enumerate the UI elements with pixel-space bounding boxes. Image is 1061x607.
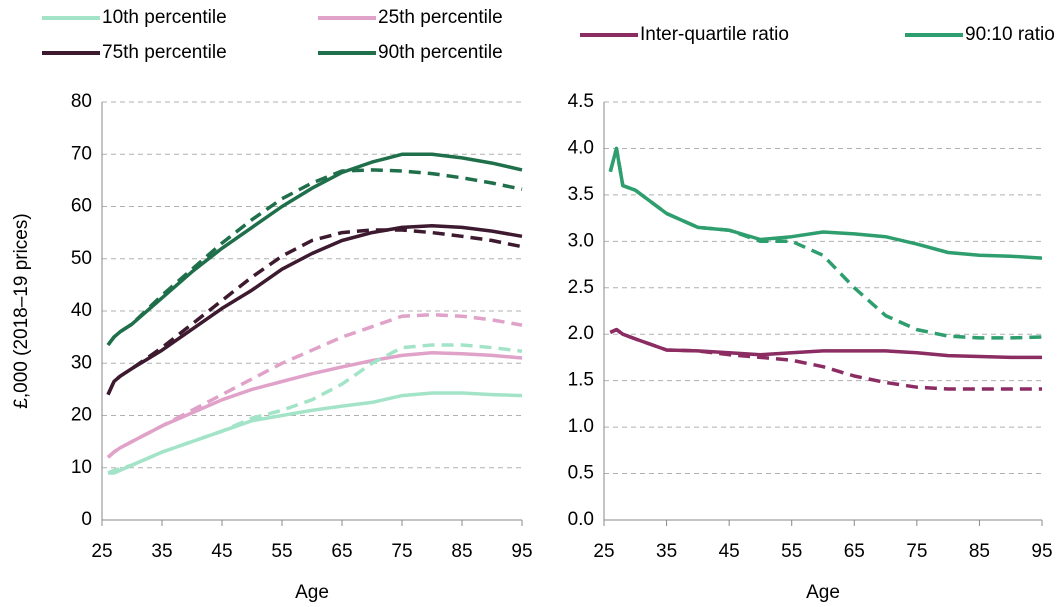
dashed-line [608,146,1043,340]
legend-label: 25th percentile [378,7,503,28]
y-tick-label: 70 [71,143,92,164]
y-tick-label: 10 [71,457,92,478]
y-tick-label: 1.0 [568,416,594,437]
x-tick-label: 55 [271,541,292,562]
x-tick-label: 45 [719,541,740,562]
legend-label: 90th percentile [378,42,503,63]
x-tick-label: 55 [781,541,802,562]
y-tick-label: 50 [71,248,92,269]
x-tick-label: 85 [451,541,472,562]
x-tick-label: 25 [593,541,614,562]
x-tick-label: 65 [844,541,865,562]
x-tick-label: 95 [1031,541,1052,562]
line [106,224,523,396]
y-tick-label: 80 [71,91,92,112]
x-tick-label: 45 [211,541,232,562]
y-tick-label: 4.5 [568,91,594,112]
line [106,351,523,459]
dashed-line [107,343,523,475]
y-tick-label: 40 [71,300,92,321]
y-tick-label: 4.0 [568,137,594,158]
line [608,146,1043,260]
x-tick-label: 95 [511,541,532,562]
legend-label: Inter-quartile ratio [640,24,789,45]
legend-label: 10th percentile [102,7,227,28]
y-tick-label: 2.0 [568,323,594,344]
y-tick-label: 20 [71,405,92,426]
y-tick-label: 0.5 [568,463,594,484]
y-tick-label: 0 [81,509,92,530]
y-tick-label: 30 [71,352,92,373]
x-tick-label: 35 [151,541,172,562]
dashed-line [106,228,523,396]
y-tick-label: 1.5 [568,370,594,391]
dashed-line [609,327,1042,391]
dashed-line [106,312,523,459]
y-tick-label: 3.5 [568,184,594,205]
x-axis-title: Age [806,582,840,603]
x-tick-label: 75 [906,541,927,562]
y-axis-title: £,000 (2018–19 prices) [11,213,32,408]
x-axis-title: Age [295,582,329,603]
x-tick-label: 65 [331,541,352,562]
y-tick-label: 60 [71,196,92,217]
x-tick-label: 25 [91,541,112,562]
y-tick-label: 3.0 [568,230,594,251]
legend-label: 90:10 ratio [965,24,1055,45]
y-tick-label: 0.0 [568,509,594,530]
dashed-line [106,168,523,347]
x-tick-label: 85 [969,541,990,562]
x-tick-label: 35 [656,541,677,562]
y-tick-label: 2.5 [568,277,594,298]
legend-label: 75th percentile [102,42,227,63]
line [108,391,523,475]
x-tick-label: 75 [391,541,412,562]
